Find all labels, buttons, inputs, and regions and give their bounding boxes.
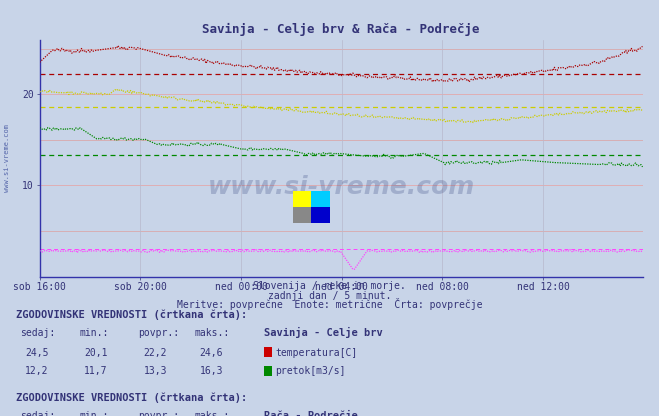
Text: www.si-vreme.com: www.si-vreme.com	[208, 175, 474, 198]
Bar	[293, 191, 312, 207]
Text: www.si-vreme.com: www.si-vreme.com	[3, 124, 10, 192]
Text: 12,2: 12,2	[25, 366, 49, 376]
Text: 22,2: 22,2	[144, 348, 167, 358]
Text: zadnji dan / 5 minut.: zadnji dan / 5 minut.	[268, 291, 391, 301]
Text: temperatura[C]: temperatura[C]	[275, 348, 358, 358]
Text: maks.:: maks.:	[194, 411, 229, 416]
Text: pretok[m3/s]: pretok[m3/s]	[275, 366, 346, 376]
Text: Slovenija / reke in morje.: Slovenija / reke in morje.	[253, 281, 406, 291]
Text: 20,1: 20,1	[84, 348, 108, 358]
Text: 11,7: 11,7	[84, 366, 108, 376]
Text: 13,3: 13,3	[144, 366, 167, 376]
Text: maks.:: maks.:	[194, 328, 229, 338]
Text: povpr.:: povpr.:	[138, 328, 179, 338]
Text: 24,6: 24,6	[200, 348, 223, 358]
Bar	[312, 207, 330, 223]
Text: Meritve: povprečne  Enote: metrične  Črta: povprečje: Meritve: povprečne Enote: metrične Črta:…	[177, 298, 482, 310]
Text: sedaj:: sedaj:	[20, 411, 55, 416]
Bar	[293, 207, 312, 223]
Text: ZGODOVINSKE VREDNOSTI (črtkana črta):: ZGODOVINSKE VREDNOSTI (črtkana črta):	[16, 393, 248, 404]
Bar	[312, 191, 330, 207]
Text: min.:: min.:	[79, 328, 109, 338]
Text: 24,5: 24,5	[25, 348, 49, 358]
Text: ZGODOVINSKE VREDNOSTI (črtkana črta):: ZGODOVINSKE VREDNOSTI (črtkana črta):	[16, 310, 248, 320]
Text: Savinja - Celje brv: Savinja - Celje brv	[264, 327, 382, 338]
Text: povpr.:: povpr.:	[138, 411, 179, 416]
Text: min.:: min.:	[79, 411, 109, 416]
Text: sedaj:: sedaj:	[20, 328, 55, 338]
Text: 16,3: 16,3	[200, 366, 223, 376]
Text: Rača - Podrečje: Rača - Podrečje	[264, 410, 357, 416]
Title: Savinja - Celje brv & Rača - Podrečje: Savinja - Celje brv & Rača - Podrečje	[202, 22, 480, 36]
